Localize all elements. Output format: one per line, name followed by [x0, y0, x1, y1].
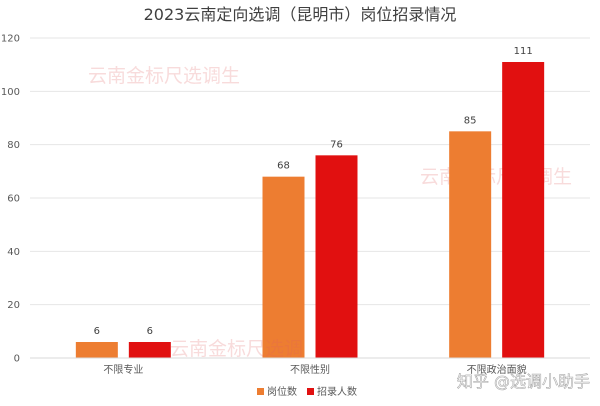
legend-label: 招录人数 — [317, 385, 357, 398]
data-label: 76 — [330, 139, 343, 150]
watermark-text: 云南金标尺选调生 — [420, 166, 572, 188]
y-tick-label: 20 — [7, 300, 20, 311]
data-label: 68 — [277, 161, 290, 172]
y-tick-label: 100 — [1, 87, 20, 98]
legend-label: 岗位数 — [267, 385, 297, 398]
chart-title: 2023云南定向选调（昆明市）岗位招录情况 — [144, 5, 457, 24]
data-labels: 6 6 68 76 85 111 — [94, 46, 533, 337]
data-label: 6 — [147, 326, 153, 337]
bar-positions — [262, 176, 305, 358]
y-tick-label: 80 — [7, 140, 20, 151]
y-tick-label: 60 — [7, 194, 20, 205]
credit-watermark: 知乎 @选调小助手 — [457, 372, 590, 391]
watermark-text: 云南金标尺选调生 — [88, 65, 240, 87]
category-labels: 不限专业 不限性别 不限政治面貌 — [103, 363, 526, 376]
grid-lines — [30, 37, 590, 306]
legend-swatch — [307, 388, 314, 395]
y-axis-ticks: 0 20 40 60 80 100 120 — [1, 34, 20, 365]
y-tick-label: 0 — [14, 354, 20, 365]
x-category-label: 不限性别 — [290, 363, 330, 376]
x-category-label: 不限专业 — [103, 363, 143, 376]
data-label: 85 — [464, 115, 477, 126]
data-label: 111 — [514, 46, 533, 57]
bar-group — [75, 62, 545, 358]
bar-recruits — [315, 155, 358, 358]
y-tick-label: 120 — [1, 34, 20, 45]
bar-positions — [449, 131, 492, 358]
bar-recruits — [128, 342, 171, 358]
legend-swatch — [257, 388, 264, 395]
watermark-text: 云南金标尺选调 — [170, 338, 303, 360]
legend: 岗位数 招录人数 — [257, 385, 357, 398]
x-category-label: 不限政治面貌 — [467, 363, 527, 376]
y-tick-label: 40 — [7, 247, 20, 258]
bar-positions — [75, 342, 118, 358]
bar-recruits — [502, 62, 545, 358]
data-label: 6 — [94, 326, 100, 337]
